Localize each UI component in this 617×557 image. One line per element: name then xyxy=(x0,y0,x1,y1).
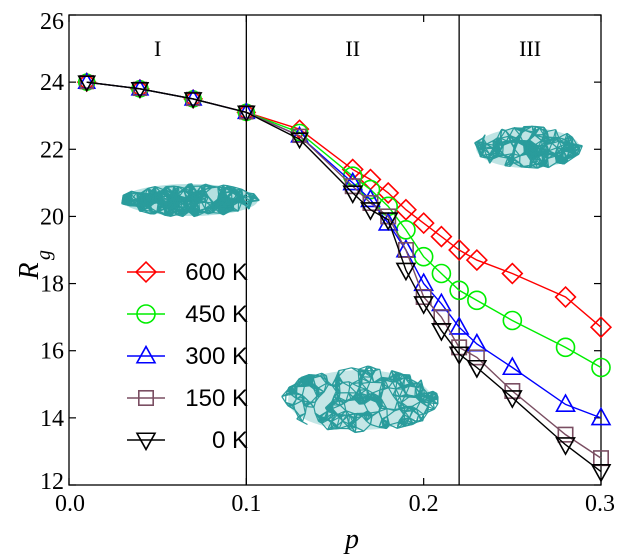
x-tick-label: 0.2 xyxy=(409,491,439,517)
legend-marker-0 xyxy=(134,260,158,284)
data-point-1-11 xyxy=(449,280,469,301)
data-point-0-12 xyxy=(465,249,488,272)
legend-marker-1 xyxy=(136,304,156,324)
x-tick-label: 0.3 xyxy=(585,491,615,517)
series-line-1 xyxy=(86,81,602,369)
data-point-0-11 xyxy=(448,238,471,262)
legend-label-2: 300 K xyxy=(185,343,248,370)
data-point-4-3 xyxy=(236,105,256,123)
data-point-1-14 xyxy=(555,337,576,358)
data-point-4-4 xyxy=(290,132,309,150)
x-tick-label: 0.1 xyxy=(231,491,261,517)
region-label-3: III xyxy=(519,36,541,61)
data-point-4-11 xyxy=(448,346,470,366)
x-tick-label: 0.0 xyxy=(55,491,85,517)
y-axis-title-main: R xyxy=(14,262,45,280)
legend-marker-4 xyxy=(135,432,157,452)
data-point-2-14 xyxy=(555,393,576,412)
legend-marker-2 xyxy=(135,344,157,364)
molecule-inset-region-3 xyxy=(474,125,583,169)
y-axis-title-subscript: g xyxy=(33,250,55,260)
data-point-0-8 xyxy=(394,198,417,221)
data-point-4-10 xyxy=(431,323,452,342)
data-point-2-11 xyxy=(448,316,470,335)
y-tick-label: 14 xyxy=(40,406,64,432)
data-point-4-15 xyxy=(590,464,612,483)
molecule-inset-region-2 xyxy=(281,365,439,434)
data-point-0-14 xyxy=(554,285,577,309)
data-point-0-10 xyxy=(430,225,453,248)
data-point-4-8 xyxy=(395,262,417,282)
region-label-1: I xyxy=(154,36,161,61)
y-tick-label: 12 xyxy=(40,469,64,495)
x-axis-title: p xyxy=(343,524,359,555)
data-point-2-15 xyxy=(590,406,612,426)
data-point-1-5 xyxy=(342,166,363,186)
series-line-4 xyxy=(86,81,602,473)
data-point-1-10 xyxy=(431,263,452,284)
data-point-4-1 xyxy=(130,82,150,99)
legend-label-1: 450 K xyxy=(185,301,248,328)
data-point-1-15 xyxy=(591,357,611,378)
y-tick-label: 22 xyxy=(40,137,64,163)
y-tick-label: 16 xyxy=(40,339,64,365)
y-tick-label: 18 xyxy=(40,272,64,298)
data-point-4-9 xyxy=(413,296,435,315)
data-point-4-14 xyxy=(555,437,576,456)
data-point-4-6 xyxy=(360,202,381,221)
data-point-4-7 xyxy=(377,212,399,231)
y-tick-label: 20 xyxy=(40,204,64,230)
y-tick-label: 26 xyxy=(40,9,64,35)
data-point-1-13 xyxy=(502,310,523,331)
data-point-0-15 xyxy=(589,316,613,339)
data-point-3-12 xyxy=(468,349,485,366)
legend-label-4: 0 K xyxy=(212,427,248,454)
legend-marker-3 xyxy=(138,389,155,406)
data-point-2-13 xyxy=(501,356,523,376)
y-axis-title: R g xyxy=(14,250,55,281)
legend-label-0: 600 K xyxy=(185,259,248,286)
data-point-4-13 xyxy=(501,390,523,409)
data-point-1-12 xyxy=(467,290,487,311)
data-point-4-0 xyxy=(77,75,97,93)
data-point-4-2 xyxy=(183,92,203,109)
data-point-4-12 xyxy=(466,359,488,379)
data-point-0-13 xyxy=(501,262,524,285)
y-tick-label: 24 xyxy=(40,70,64,96)
data-point-0-9 xyxy=(412,212,435,235)
legend-label-3: 150 K xyxy=(185,385,248,412)
molecule-inset-region-1 xyxy=(121,183,260,218)
region-label-2: II xyxy=(345,36,360,61)
data-point-0-7 xyxy=(377,181,400,204)
plot-frame xyxy=(68,14,602,486)
data-point-4-5 xyxy=(342,185,364,205)
data-point-3-14 xyxy=(557,426,574,443)
